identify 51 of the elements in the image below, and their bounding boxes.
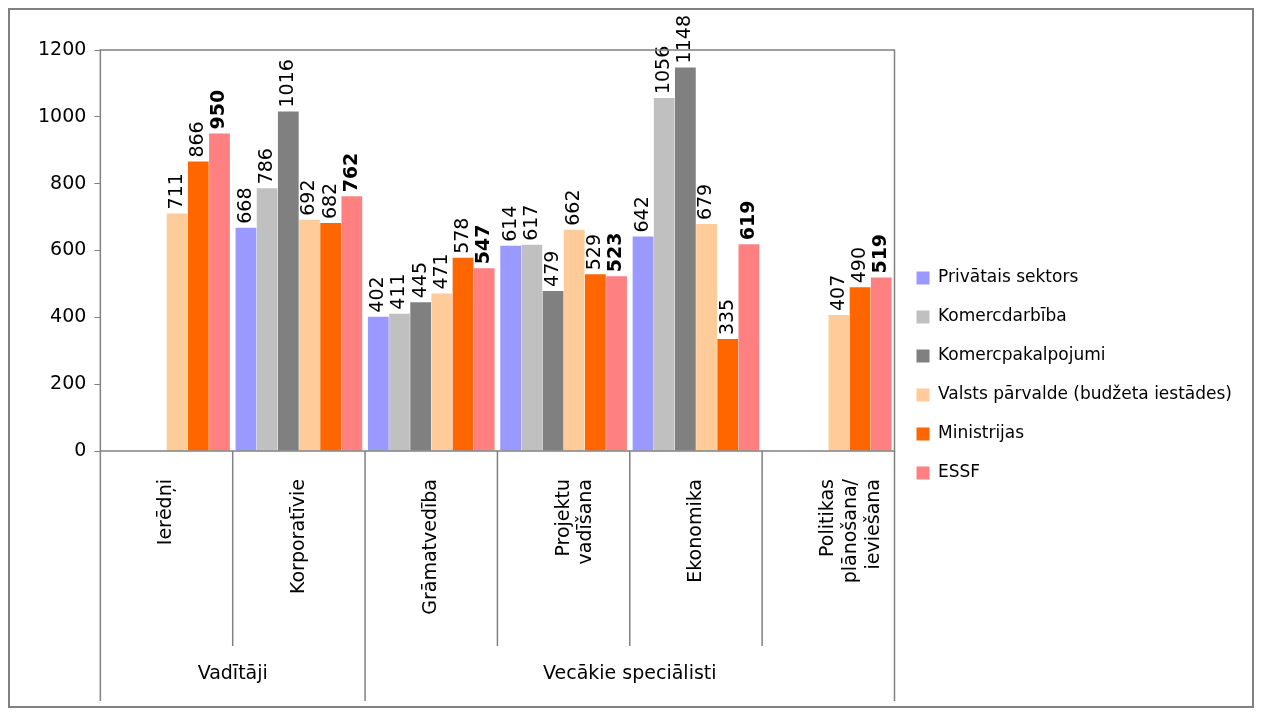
y-tick-label: 1200 [37,36,87,59]
y-tick-label: 0 [74,437,87,460]
data-label: 445 [407,262,430,299]
y-tick-label: 800 [50,170,87,193]
data-label: 529 [582,233,605,271]
data-label: 523 [603,232,626,273]
data-label: 471 [428,253,451,290]
data-label: 519 [868,233,891,274]
data-label: 335 [714,298,737,336]
data-label: 407 [825,274,848,311]
data-label: 786 [254,148,277,185]
data-label: 479 [539,250,562,287]
data-label: 411 [386,273,409,310]
x-tick-label: Ierēdņi [153,479,177,546]
x-tick-label: Grāmatvedība [418,479,441,615]
data-label: 614 [497,205,520,242]
data-label: 617 [518,204,541,241]
data-label: 490 [847,246,870,284]
data-label: 1148 [672,15,695,64]
x-tick-label: Ekonomika [682,479,705,583]
data-label: 682 [317,182,340,220]
data-label: 668 [232,187,255,224]
x-tick-label: Politikas plānošana/ ieviešana [815,478,883,584]
legend-label: Komercpakalpojumi [937,344,1106,365]
data-label: 578 [449,217,472,254]
legend-label: Valsts pārvalde (budžeta iestādes) [937,383,1233,404]
legend-label: Ministrijas [937,422,1025,443]
x-tick-label: Projektu vadīšana [550,479,596,565]
legend-label: Komercdarbība [937,305,1067,326]
data-label: 692 [296,179,319,216]
data-label: 762 [338,152,361,193]
data-label: 642 [629,196,652,233]
data-label: 679 [693,183,716,221]
data-label: 402 [365,276,388,313]
y-tick-label: 600 [50,237,87,260]
data-label: 547 [471,224,494,265]
legend-label: Privātais sektors [937,266,1079,287]
y-tick-label: 1000 [37,103,87,126]
data-label: 1056 [651,45,674,95]
data-label: 950 [206,89,229,130]
data-label: 619 [735,200,758,241]
y-tick-label: 200 [50,371,87,394]
text: Vadītāji [197,660,268,683]
data-label: 866 [185,121,208,158]
data-label: 662 [561,189,584,226]
text: Vecākie speciālisti [543,660,717,683]
data-label: 711 [164,173,187,210]
y-tick-label: 400 [50,304,87,327]
legend-label: ESSF [937,461,981,482]
data-label: 1016 [275,59,298,108]
x-tick-label: Korporatīvie [285,479,308,595]
